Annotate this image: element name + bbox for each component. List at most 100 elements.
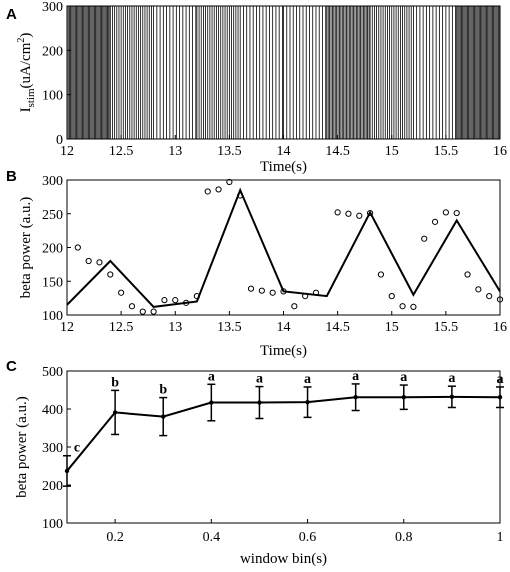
mean-point <box>257 400 262 405</box>
beta-power-point <box>269 289 276 296</box>
beta-power-point <box>85 257 92 265</box>
beta-power-point <box>237 192 244 199</box>
significance-label: b <box>111 375 119 390</box>
beta-power-point <box>258 287 265 294</box>
x-axis-label-a: Time(s) <box>260 159 307 175</box>
mean-beta-power-line <box>66 395 501 472</box>
mean-point <box>305 399 310 405</box>
y-tick-label-a: 100 <box>42 89 63 104</box>
beta-power-point <box>96 259 103 266</box>
beta-power-point <box>334 209 341 216</box>
x-tick-label-c: 0.8 <box>395 530 413 545</box>
beta-power-point <box>453 209 460 217</box>
mean-point <box>64 468 70 474</box>
y-tick-label-b: 200 <box>42 242 63 257</box>
y-tick-label-a: 300 <box>42 0 63 15</box>
y-tick-label-a: 200 <box>42 44 63 59</box>
beta-power-point <box>388 293 395 300</box>
x-tick-label-b: 15.5 <box>434 320 459 335</box>
beta-power-point <box>431 218 439 225</box>
beta-power-point <box>421 235 428 242</box>
beta-power-point <box>204 188 211 195</box>
beta-power-point <box>345 210 352 217</box>
x-tick-label-c: 1 <box>497 530 504 545</box>
x-axis-label-c: window bin(s) <box>240 551 327 567</box>
x-axis-label-b: Time(s) <box>260 343 307 359</box>
y-axis-label-b: beta power (a.u.) <box>18 197 34 299</box>
beta-power-point <box>128 303 136 310</box>
y-tick-label-c: 400 <box>42 403 63 418</box>
axes-frame-c <box>66 370 501 524</box>
y-tick-label-b: 150 <box>42 275 63 290</box>
beta-power-point <box>280 288 287 295</box>
y-axis-label-a: Istim(uA/cm2) <box>16 33 37 113</box>
x-tick-label-a: 13.5 <box>217 144 242 159</box>
y-tick-label-b: 100 <box>42 309 63 324</box>
beta-power-point <box>399 303 406 310</box>
beta-power-point <box>442 209 449 216</box>
panel-letter-a: A <box>6 6 17 23</box>
significance-label: a <box>400 370 407 385</box>
x-tick-label-a: 16 <box>493 144 507 159</box>
beta-power-point <box>475 286 482 293</box>
mean-point <box>161 414 166 419</box>
beta-power-point <box>193 293 200 300</box>
significance-label: a <box>448 371 455 386</box>
x-tick-label-b: 15 <box>385 320 399 335</box>
significance-label: a <box>497 372 504 387</box>
significance-label: b <box>159 383 167 398</box>
x-tick-label-a: 15 <box>385 144 399 159</box>
beta-power-point <box>367 209 374 217</box>
x-tick-label-b: 12 <box>60 320 74 335</box>
x-tick-label-a: 12.5 <box>109 144 134 159</box>
y-axis-label-c: beta power (a.u.) <box>14 396 30 498</box>
y-tick-label-b: 300 <box>42 174 63 189</box>
x-tick-label-b: 12.5 <box>109 320 134 335</box>
beta-power-point <box>172 297 179 304</box>
beta-power-point <box>302 293 309 300</box>
x-tick-label-c: 0.4 <box>203 530 221 545</box>
mean-point <box>209 400 214 405</box>
beta-power-point <box>118 289 125 296</box>
x-tick-label-c: 0.6 <box>299 530 317 545</box>
x-tick-label-a: 15.5 <box>434 144 459 159</box>
x-tick-label-a: 12 <box>60 144 74 159</box>
y-tick-label-c: 200 <box>42 479 63 494</box>
y-tick-label-a: 0 <box>56 133 63 148</box>
x-tick-label-b: 13.5 <box>217 320 242 335</box>
beta-power-point <box>312 289 320 296</box>
mean-point <box>401 395 406 400</box>
significance-label: a <box>304 372 311 387</box>
raster-spikes <box>66 6 500 139</box>
beta-power-point <box>464 271 471 278</box>
x-tick-label-a: 14.5 <box>325 144 350 159</box>
beta-power-point <box>161 297 168 304</box>
x-tick-label-b: 14 <box>277 320 291 335</box>
mean-point <box>497 395 503 400</box>
beta-power-point <box>182 299 190 306</box>
beta-power-point <box>107 271 114 278</box>
beta-power-point <box>150 308 157 315</box>
mean-point <box>112 410 118 415</box>
beta-power-point <box>410 303 417 310</box>
significance-label: a <box>256 372 263 387</box>
beta-power-point <box>74 244 81 251</box>
beta-power-point <box>486 293 493 300</box>
x-tick-label-a: 13 <box>168 144 182 159</box>
x-tick-label-b: 13 <box>168 320 182 335</box>
x-tick-label-b: 16 <box>493 320 507 335</box>
x-tick-label-c: 0.2 <box>106 530 124 545</box>
mean-point <box>353 395 358 400</box>
x-tick-label-b: 14.5 <box>325 320 350 335</box>
x-tick-label-a: 14 <box>277 144 291 159</box>
mean-point <box>449 394 455 400</box>
y-tick-label-c: 500 <box>42 365 63 380</box>
beta-power-point <box>226 178 233 186</box>
panel-letter-b: B <box>6 168 17 185</box>
beta-power-point <box>377 271 385 278</box>
significance-label: a <box>352 369 359 384</box>
y-tick-label-b: 250 <box>42 208 63 223</box>
panel-letter-c: C <box>6 358 17 375</box>
beta-power-line <box>66 187 501 308</box>
